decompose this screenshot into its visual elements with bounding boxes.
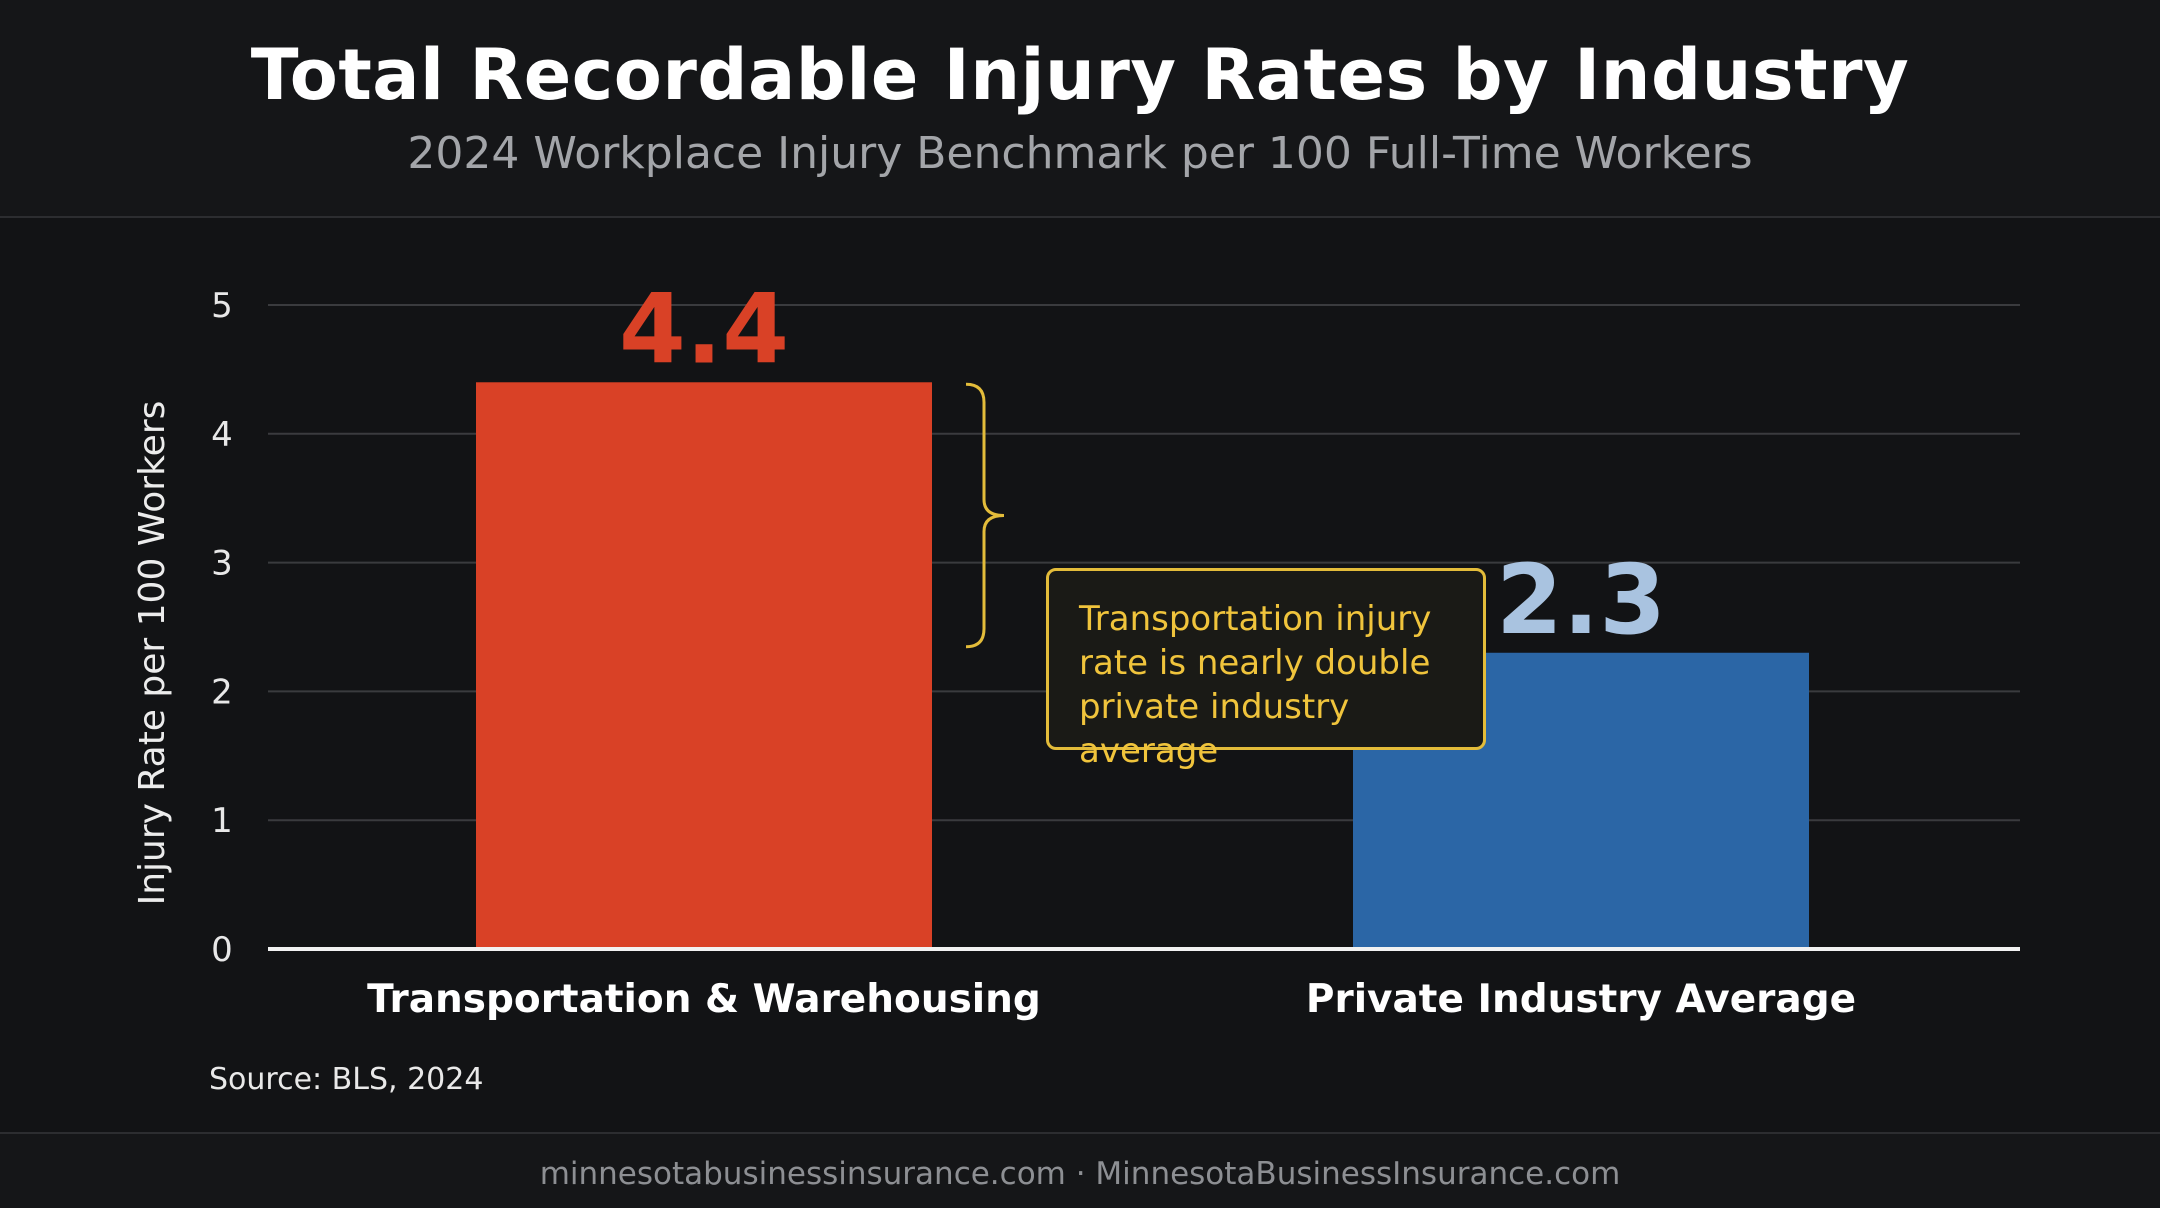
difference-bracket — [965, 382, 1005, 649]
chart-title: Total Recordable Injury Rates by Industr… — [250, 34, 1910, 116]
y-tick-label: 2 — [211, 672, 233, 712]
y-tick-label: 0 — [211, 930, 233, 970]
footer-url: minnesotabusinessinsurance.com · Minneso… — [539, 1156, 1621, 1192]
source-note: Source: BLS, 2024 — [209, 1062, 484, 1097]
value-label: 2.3 — [1496, 544, 1666, 656]
bar — [476, 382, 932, 949]
x-category-label: Private Industry Average — [1306, 977, 1856, 1022]
chart-header: Total Recordable Injury Rates by Industr… — [0, 0, 2160, 218]
chart-area: 0 1 2 3 4 5 Injury Rate per 100 Workers 4.4 Tran… — [0, 218, 2160, 1132]
y-tick-label: 5 — [211, 286, 233, 326]
value-label: 4.4 — [619, 273, 789, 385]
footer: minnesotabusinessinsurance.com · Minneso… — [0, 1132, 2160, 1208]
x-category-label: Transportation & Warehousing — [367, 977, 1041, 1022]
y-tick-label: 4 — [211, 415, 233, 455]
y-tick-label: 3 — [211, 544, 233, 584]
y-tick-label: 1 — [211, 801, 233, 841]
y-axis-label: Injury Rate per 100 Workers — [132, 401, 173, 906]
annotation-callout: Transportation injury rate is nearly dou… — [1046, 568, 1486, 771]
chart-subtitle: 2024 Workplace Injury Benchmark per 100 … — [407, 128, 1753, 179]
bar-chart: 0 1 2 3 4 5 Injury Rate per 100 Workers 4.4 Tran… — [132, 273, 2020, 1022]
